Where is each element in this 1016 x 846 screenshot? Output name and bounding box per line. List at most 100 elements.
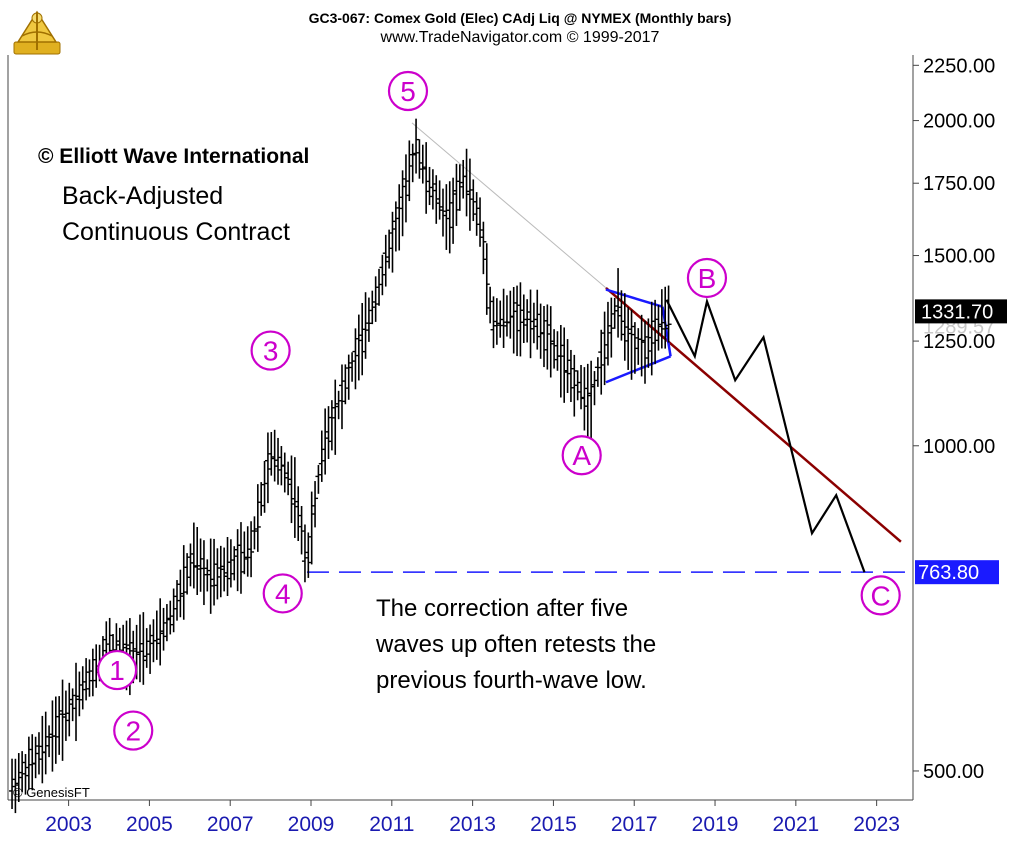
price-bar [621, 293, 628, 361]
price-bar [295, 486, 302, 541]
wave-label-a: A [561, 435, 602, 476]
price-bar [618, 290, 625, 341]
x-tick-label: 2003 [45, 813, 92, 836]
price-bar [571, 354, 578, 417]
price-bar [157, 598, 164, 666]
price-bar [312, 481, 319, 528]
svg-text:A: A [572, 440, 591, 471]
price-bar [278, 446, 285, 486]
wave-label-2: 2 [113, 710, 154, 751]
price-bar [25, 736, 32, 790]
price-bar [184, 553, 191, 595]
x-tick-label: 2013 [449, 813, 496, 836]
price-bar [423, 142, 430, 214]
price-bar [530, 302, 537, 344]
price-bar [147, 624, 154, 674]
price-bar [35, 732, 42, 775]
price-bar [561, 327, 568, 403]
price-bar [52, 696, 59, 764]
price-bar [254, 484, 261, 552]
price-bar [473, 192, 480, 236]
price-bar [520, 294, 527, 344]
price-bar [345, 354, 352, 400]
x-tick-label: 2023 [853, 813, 900, 836]
y-tick-label: 1000.00 [923, 436, 995, 458]
price-bar [574, 370, 581, 401]
price-bar [581, 367, 588, 431]
y-tick-label: 500.00 [923, 761, 984, 783]
axis-ticks: 500.00 1000.00 1250.00 1500.00 1750.00 2000.0… [45, 55, 995, 836]
price-bar [537, 303, 544, 359]
price-bar [497, 300, 504, 338]
price-bar [318, 430, 325, 482]
price-bar [214, 548, 221, 600]
price-bar [567, 349, 574, 402]
price-bar [524, 299, 531, 343]
price-bar [456, 164, 463, 211]
price-bar [466, 158, 473, 231]
price-bar [594, 357, 601, 387]
price-bar [584, 363, 591, 439]
triangle-right-edge [661, 306, 672, 357]
price-bar [416, 139, 423, 179]
price-bar [160, 607, 167, 651]
price-bar [180, 545, 187, 620]
price-bar [608, 297, 615, 358]
price-bar [551, 329, 558, 369]
price-bar [470, 179, 477, 222]
price-bar [261, 461, 268, 513]
price-bar [379, 254, 386, 296]
wave-labels: 12 3 4 5 A B C [96, 70, 901, 751]
price-bar [264, 432, 271, 504]
price-bar [207, 538, 214, 614]
price-bar [446, 181, 453, 254]
current-price-box: 1331.70 [915, 299, 1007, 324]
price-bar [604, 301, 611, 366]
price-bar [429, 169, 436, 210]
price-bar [224, 537, 231, 597]
price-bar [352, 328, 359, 390]
price-bar [386, 229, 393, 269]
price-bar [221, 547, 228, 592]
price-bar [268, 432, 275, 476]
price-bar [237, 522, 244, 594]
price-bar [56, 696, 63, 755]
price-bar [588, 360, 595, 440]
price-bar [638, 314, 645, 377]
price-bar [32, 736, 39, 779]
price-bar [392, 201, 399, 252]
overlay-lines [306, 122, 913, 573]
price-bar [365, 297, 372, 342]
price-bar [658, 289, 665, 349]
price-bar [376, 268, 383, 306]
note-line-2: waves up often retests the [375, 631, 656, 658]
x-tick-label: 2015 [530, 813, 577, 836]
price-bar [355, 314, 362, 381]
projected-wave-path [665, 297, 866, 573]
price-bar [665, 285, 672, 343]
price-bar [335, 390, 342, 420]
price-bar [611, 297, 618, 329]
price-bar [544, 304, 551, 370]
projection-path [665, 297, 866, 573]
price-bar [413, 118, 420, 174]
price-bar [436, 180, 443, 220]
price-bar [9, 758, 16, 810]
price-bar [66, 682, 73, 737]
chart-title: GC3-067: Comex Gold (Elec) CAdj Liq @ NY… [309, 10, 732, 26]
price-bar [271, 429, 278, 482]
price-bar [662, 286, 669, 349]
price-bar [402, 154, 409, 223]
note-line-1: The correction after five [376, 595, 628, 622]
price-bar [251, 516, 258, 550]
svg-text:5: 5 [400, 76, 416, 107]
price-bar [244, 526, 251, 577]
price-bar [288, 455, 295, 524]
price-bar [12, 758, 19, 814]
price-bar [399, 170, 406, 237]
price-bar [406, 140, 413, 202]
price-bar [564, 339, 571, 393]
